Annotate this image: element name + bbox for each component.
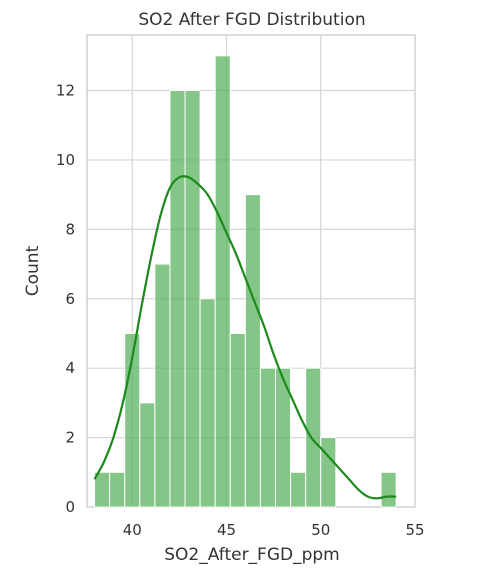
y-tick-label: 0 [65,498,75,516]
histogram-bar [380,471,397,508]
y-tick-label: 6 [65,290,75,308]
chart-title: SO2 After FGD Distribution [138,10,365,30]
y-tick-label: 12 [56,82,75,100]
histogram-bar [305,367,322,508]
histogram-bar [109,471,126,508]
x-tick-label: 50 [311,521,330,539]
x-tick-labels: 40 45 50 55 [123,521,425,539]
histogram-bar [275,367,292,508]
x-axis-label: SO2_After_FGD_ppm [164,545,340,565]
y-tick-labels: 0 2 4 6 8 10 12 [56,82,75,516]
kde-curve [93,175,397,500]
histogram-bar [259,367,277,508]
histogram-bar [199,298,216,508]
y-tick-label: 10 [56,151,75,169]
histogram-bar [169,90,186,508]
y-axis-label: Count [23,245,43,296]
x-tick-label: 45 [217,521,236,539]
histogram-bar [214,55,231,508]
y-tick-label: 8 [65,220,75,238]
y-tick-label: 2 [65,429,75,447]
histogram-bar [320,437,337,508]
histogram-bar [290,471,307,508]
histogram-bar [184,90,201,508]
histogram-bar [94,471,111,508]
histogram-bar [154,263,171,508]
histogram-bar [139,402,156,508]
x-tick-label: 40 [123,521,142,539]
histogram-bar [229,332,246,508]
x-tick-label: 55 [405,521,424,539]
histogram-bar [244,194,261,508]
y-tick-label: 4 [65,359,75,377]
